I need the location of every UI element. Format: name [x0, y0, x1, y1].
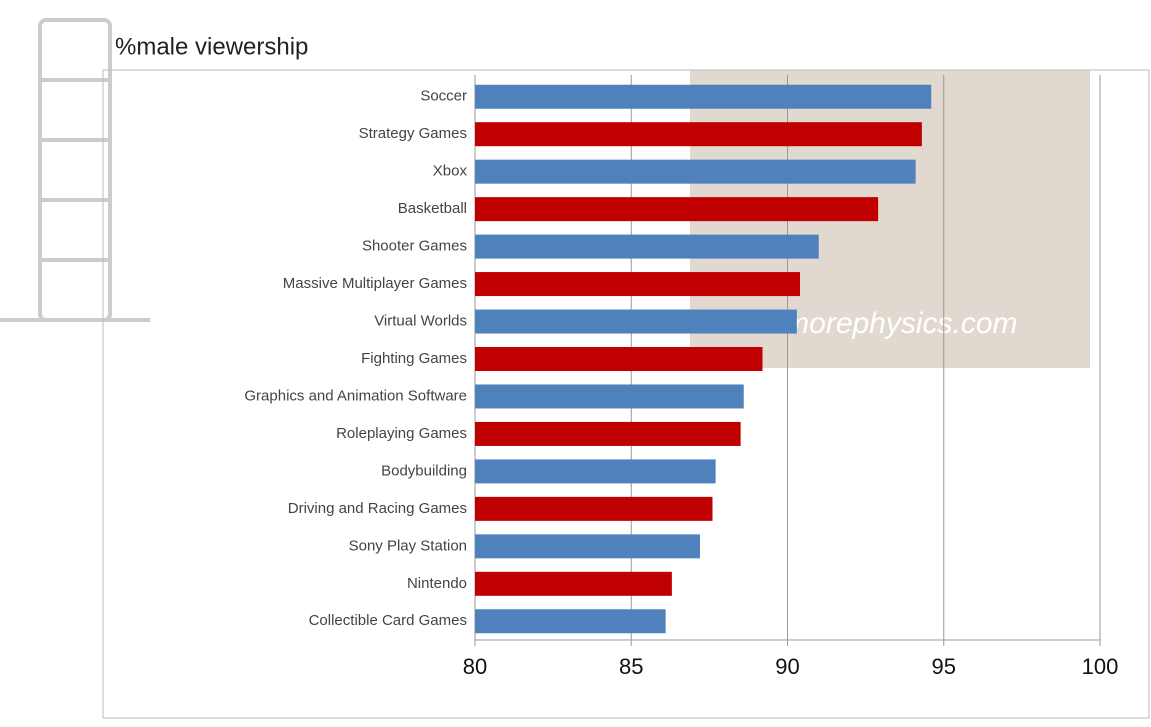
y-tick-label: Basketball	[398, 200, 467, 217]
x-tick-label: 100	[1082, 654, 1119, 679]
bar	[475, 571, 672, 596]
bar	[475, 84, 932, 109]
x-tick-label: 85	[619, 654, 643, 679]
bar	[475, 234, 819, 259]
bar	[475, 609, 666, 634]
bar	[475, 122, 922, 147]
y-tick-label: Massive Multiplayer Games	[283, 275, 467, 292]
y-tick-label: Xbox	[433, 163, 468, 180]
chart-frame	[102, 69, 1150, 719]
bar	[475, 159, 916, 184]
y-tick-label: Strategy Games	[359, 125, 467, 142]
y-tick-label: Bodybuilding	[381, 462, 467, 479]
y-tick-label: Soccer	[420, 88, 467, 105]
y-tick-label: Virtual Worlds	[374, 313, 467, 330]
bar	[475, 534, 700, 559]
bar	[475, 496, 713, 521]
bar	[475, 421, 741, 446]
bar	[475, 272, 800, 297]
x-tick-label: 95	[932, 654, 956, 679]
chart-title: %male viewership	[115, 33, 308, 60]
y-tick-label: Graphics and Animation Software	[244, 387, 467, 404]
bar	[475, 309, 797, 334]
bar	[475, 347, 763, 371]
bar	[475, 384, 744, 409]
tower-icon	[0, 18, 150, 322]
y-tick-label: Shooter Games	[362, 238, 467, 255]
y-tick-label: Collectible Card Games	[309, 612, 467, 629]
y-tick-label: Driving and Racing Games	[288, 500, 467, 517]
bar	[475, 459, 716, 484]
x-tick-label: 80	[463, 654, 487, 679]
x-tick-label: 90	[775, 654, 799, 679]
y-tick-label: Nintendo	[407, 575, 467, 592]
y-tick-label: Roleplaying Games	[336, 425, 467, 442]
y-tick-label: Sony Play Station	[349, 537, 467, 554]
bar	[475, 197, 879, 222]
y-tick-label: Fighting Games	[361, 350, 467, 367]
